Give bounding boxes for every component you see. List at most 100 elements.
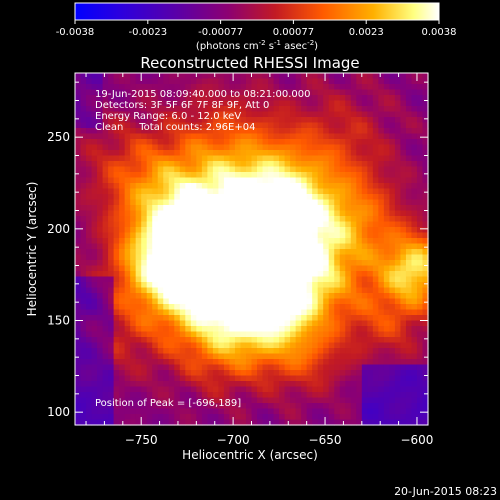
heatmap-cell <box>141 315 148 322</box>
heatmap-cell <box>207 188 214 195</box>
heatmap-cell <box>279 177 286 184</box>
heatmap-cell <box>240 419 247 426</box>
heatmap-cell <box>207 342 214 349</box>
heatmap-cell <box>146 84 153 91</box>
heatmap-cell <box>157 227 164 234</box>
heatmap-cell <box>328 161 335 168</box>
heatmap-cell <box>367 100 374 107</box>
heatmap-cell <box>174 414 181 421</box>
heatmap-cell <box>334 254 341 261</box>
heatmap-cell <box>146 111 153 118</box>
heatmap-cell <box>251 139 258 146</box>
heatmap-cell <box>279 397 286 404</box>
heatmap-cell <box>400 221 407 228</box>
heatmap-cell <box>312 84 319 91</box>
heatmap-cell <box>196 194 203 201</box>
heatmap-cell <box>416 304 424 311</box>
heatmap-cell <box>245 100 253 107</box>
heatmap-cell <box>102 249 109 256</box>
heatmap-cell <box>97 183 104 190</box>
heatmap-cell <box>223 221 231 228</box>
heatmap-cell <box>383 139 390 146</box>
heatmap-cell <box>229 210 236 217</box>
heatmap-cell <box>257 326 264 333</box>
heatmap-cell <box>91 221 98 228</box>
heatmap-cell <box>323 370 330 377</box>
heatmap-cell <box>262 106 269 113</box>
heatmap-cell <box>378 254 385 261</box>
heatmap-cell <box>185 381 192 388</box>
heatmap-cell <box>113 419 120 426</box>
heatmap-cell <box>257 320 264 327</box>
heatmap-cell <box>75 304 82 311</box>
heatmap-cell <box>361 397 368 404</box>
heatmap-cell <box>130 111 137 118</box>
heatmap-cell <box>400 161 407 168</box>
heatmap-cell <box>372 95 379 102</box>
heatmap-cell <box>113 221 120 228</box>
heatmap-cell <box>356 100 363 107</box>
heatmap-cell <box>124 331 131 338</box>
heatmap-cell <box>361 276 368 283</box>
heatmap-cell <box>405 194 413 201</box>
heatmap-cell <box>405 359 413 366</box>
heatmap-cell <box>262 419 269 426</box>
heatmap-cell <box>152 238 159 245</box>
heatmap-cell <box>389 298 396 305</box>
heatmap-cell <box>218 276 225 283</box>
heatmap-cell <box>295 128 302 135</box>
heatmap-cell <box>268 320 275 327</box>
heatmap-cell <box>245 364 253 371</box>
heatmap-cell <box>80 238 87 245</box>
heatmap-cell <box>273 315 280 322</box>
heatmap-cell <box>290 304 297 311</box>
heatmap-cell <box>190 155 197 162</box>
heatmap-cell <box>295 254 302 261</box>
heatmap-cell <box>356 254 363 261</box>
heatmap-cell <box>108 265 115 272</box>
heatmap-cell <box>240 194 247 201</box>
heatmap-cell <box>339 370 346 377</box>
heatmap-cell <box>356 117 363 124</box>
heatmap-cell <box>212 353 220 360</box>
heatmap-cell <box>119 232 126 239</box>
heatmap-cell <box>290 353 297 360</box>
heatmap-cell <box>190 293 197 300</box>
heatmap-cell <box>86 287 93 294</box>
heatmap-cell <box>411 309 418 316</box>
heatmap-cell <box>207 315 214 322</box>
heatmap-cell <box>80 337 87 344</box>
heatmap-cell <box>75 111 82 118</box>
heatmap-cell <box>113 408 120 415</box>
heatmap-cell <box>416 260 424 267</box>
heatmap-cell <box>157 392 164 399</box>
heatmap-cell <box>86 150 93 157</box>
heatmap-cell <box>416 353 424 360</box>
heatmap-cell <box>367 221 374 228</box>
heatmap-cell <box>207 89 214 96</box>
heatmap-cell <box>262 403 269 410</box>
heatmap-cell <box>411 293 418 300</box>
heatmap-cell <box>168 161 175 168</box>
heatmap-cell <box>301 172 308 179</box>
heatmap-cell <box>378 282 385 289</box>
heatmap-cell <box>422 133 429 140</box>
heatmap-cell <box>339 106 346 113</box>
heatmap-cell <box>295 150 302 157</box>
heatmap-cell <box>201 199 208 206</box>
heatmap-cell <box>234 216 242 223</box>
heatmap-cell <box>411 249 418 256</box>
heatmap-cell <box>135 172 142 179</box>
heatmap-cell <box>86 133 93 140</box>
heatmap-cell <box>229 320 236 327</box>
heatmap-cell <box>416 342 424 349</box>
heatmap-cell <box>163 309 170 316</box>
heatmap-cell <box>168 392 175 399</box>
heatmap-cell <box>383 348 390 355</box>
heatmap-cell <box>251 353 258 360</box>
heatmap-cell <box>284 155 291 162</box>
heatmap-cell <box>185 227 192 234</box>
heatmap-cell <box>317 117 324 124</box>
heatmap-cell <box>367 133 374 140</box>
heatmap-cell <box>108 271 115 278</box>
